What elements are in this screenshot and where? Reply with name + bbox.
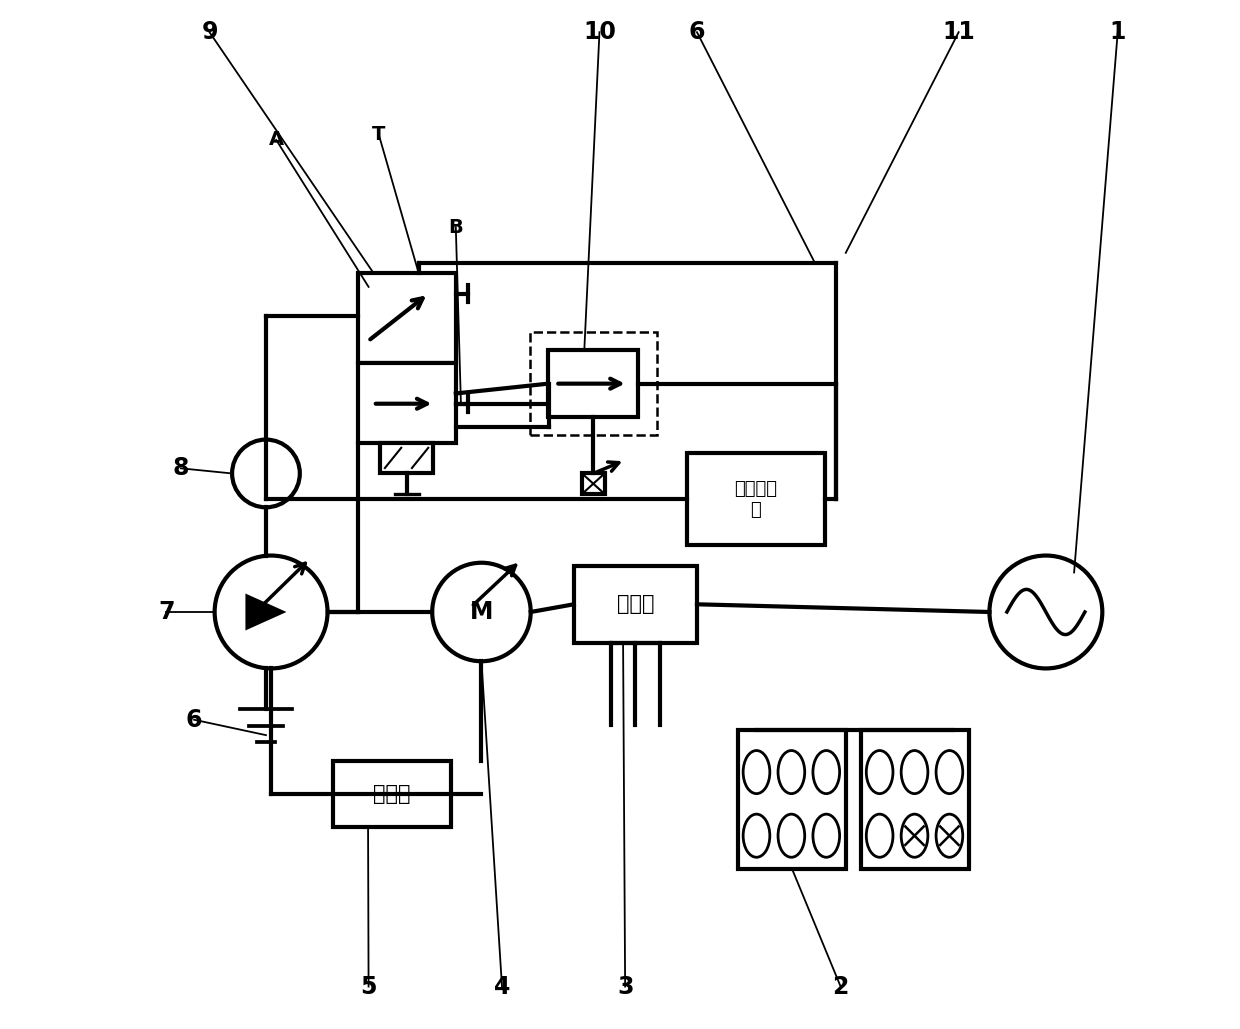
Bar — [574, 566, 697, 643]
Ellipse shape — [813, 814, 839, 857]
Ellipse shape — [901, 750, 928, 793]
Text: M: M — [470, 600, 494, 624]
Bar — [861, 730, 968, 868]
Ellipse shape — [901, 814, 928, 857]
Text: 7: 7 — [159, 600, 175, 624]
Bar — [379, 442, 434, 473]
Circle shape — [433, 563, 531, 662]
Bar — [332, 760, 450, 827]
Ellipse shape — [867, 814, 893, 857]
Bar — [738, 730, 846, 868]
Text: T: T — [372, 126, 386, 144]
Bar — [548, 350, 639, 417]
Ellipse shape — [743, 814, 770, 857]
Text: A: A — [269, 131, 284, 149]
Ellipse shape — [936, 750, 962, 793]
Bar — [529, 331, 657, 435]
Ellipse shape — [936, 814, 962, 857]
Ellipse shape — [743, 750, 770, 793]
Text: 6: 6 — [688, 21, 706, 44]
Ellipse shape — [777, 814, 805, 857]
Text: 4: 4 — [494, 974, 510, 998]
Text: 3: 3 — [616, 974, 634, 998]
Text: 8: 8 — [172, 456, 188, 481]
Circle shape — [990, 556, 1102, 669]
Ellipse shape — [777, 750, 805, 793]
Text: B: B — [449, 218, 464, 237]
Bar — [687, 453, 826, 545]
Text: 6: 6 — [186, 708, 202, 732]
Polygon shape — [246, 594, 286, 631]
Text: 5: 5 — [361, 974, 377, 998]
Text: 变频器: 变频器 — [616, 595, 655, 614]
Ellipse shape — [867, 750, 893, 793]
Circle shape — [215, 556, 327, 669]
Text: 压力传感
器: 压力传感 器 — [734, 480, 777, 519]
Text: 11: 11 — [942, 21, 975, 44]
Ellipse shape — [813, 750, 839, 793]
Text: 编码器: 编码器 — [373, 784, 410, 804]
Bar — [358, 363, 456, 442]
Bar — [358, 274, 456, 363]
Bar — [582, 473, 605, 494]
Text: 2: 2 — [832, 974, 849, 998]
Text: 1: 1 — [1110, 21, 1126, 44]
Circle shape — [232, 439, 300, 507]
Text: 10: 10 — [583, 21, 616, 44]
Text: 9: 9 — [201, 21, 218, 44]
